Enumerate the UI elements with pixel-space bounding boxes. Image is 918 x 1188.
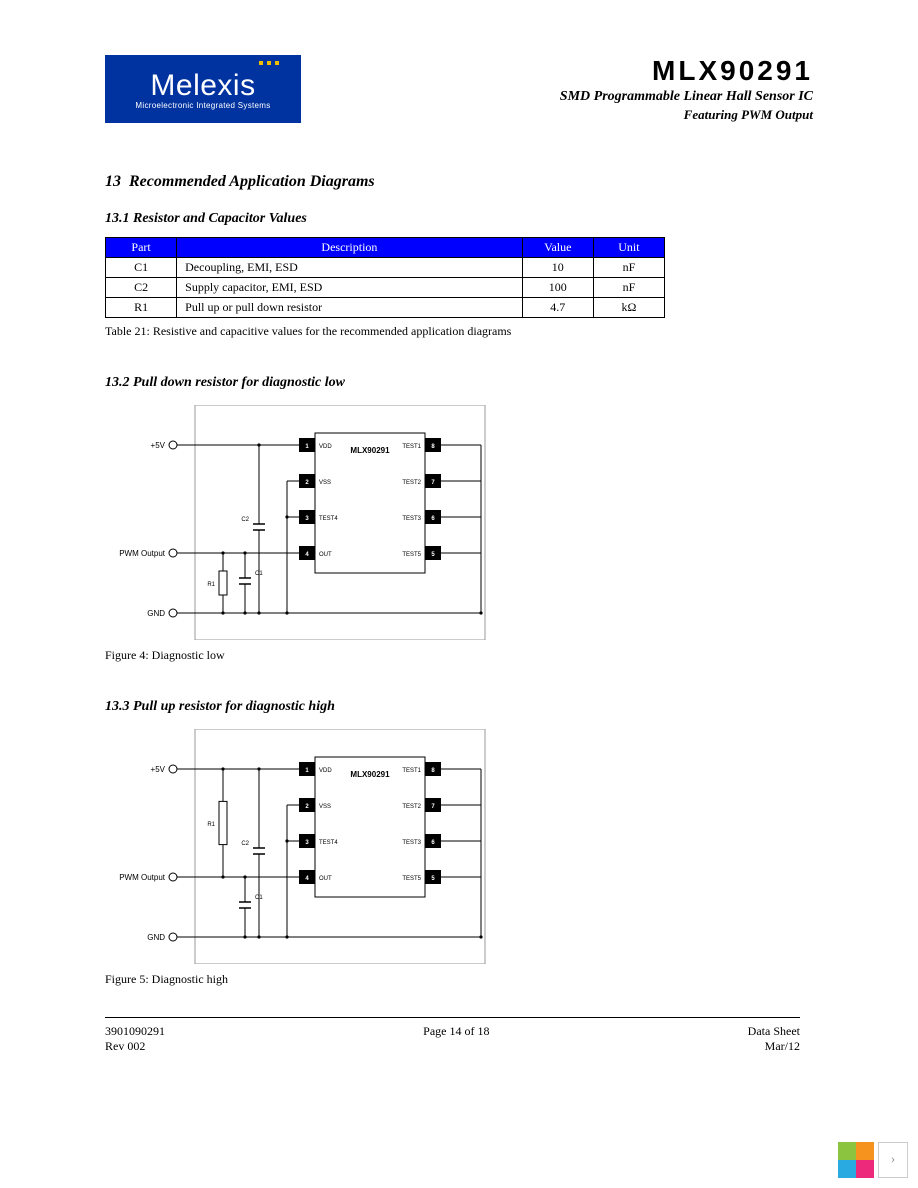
svg-text:C2: C2 (241, 841, 249, 847)
product-tagline-1: SMD Programmable Linear Hall Sensor IC (560, 89, 813, 105)
subsection-heading-13-3: 13.3 Pull up resistor for diagnostic hig… (105, 699, 813, 715)
svg-text:GND: GND (147, 933, 165, 942)
svg-text:TEST4: TEST4 (319, 840, 338, 846)
svg-text:MLX90291: MLX90291 (350, 446, 390, 455)
table-header-cell: Part (106, 238, 177, 258)
svg-text:OUT: OUT (319, 876, 332, 882)
footer-right: Data Sheet Mar/12 (748, 1024, 800, 1054)
table-row: C2Supply capacitor, EMI, ESD100nF (106, 278, 665, 298)
footer-rule (105, 1017, 800, 1018)
figure-4-diagram: MLX902911VDD2VSS3TEST44OUT8TEST17TEST26T… (105, 405, 813, 640)
page-nav-widget: › (838, 1142, 908, 1178)
table-cell: C1 (106, 258, 177, 278)
svg-text:R1: R1 (207, 582, 215, 588)
svg-text:PWM Output: PWM Output (119, 873, 166, 882)
table-header-cell: Value (522, 238, 593, 258)
table-row: C1Decoupling, EMI, ESD10nF (106, 258, 665, 278)
svg-text:TEST1: TEST1 (402, 768, 421, 774)
svg-text:VDD: VDD (319, 444, 332, 450)
table-cell: 4.7 (522, 298, 593, 318)
table-cell: nF (593, 278, 664, 298)
svg-text:TEST3: TEST3 (402, 516, 421, 522)
svg-text:TEST5: TEST5 (402, 876, 421, 882)
logo-subtitle: Microelectronic Integrated Systems (135, 101, 270, 110)
svg-text:TEST5: TEST5 (402, 552, 421, 558)
page-footer: 3901090291 Rev 002 Page 14 of 18 Data Sh… (105, 1024, 800, 1054)
subsection-heading-13-2: 13.2 Pull down resistor for diagnostic l… (105, 375, 813, 391)
table-cell: R1 (106, 298, 177, 318)
svg-text:VSS: VSS (319, 480, 331, 486)
figure-5-caption: Figure 5: Diagnostic high (105, 972, 813, 987)
svg-text:VSS: VSS (319, 804, 331, 810)
table-row: R1Pull up or pull down resistor4.7kΩ (106, 298, 665, 318)
svg-text:MLX90291: MLX90291 (350, 770, 390, 779)
svg-text:OUT: OUT (319, 552, 332, 558)
svg-text:C1: C1 (255, 571, 263, 577)
table-cell: C2 (106, 278, 177, 298)
figure-5-diagram: MLX902911VDD2VSS3TEST44OUT8TEST17TEST26T… (105, 729, 813, 964)
table-caption: Table 21: Resistive and capacitive value… (105, 324, 813, 339)
svg-text:VDD: VDD (319, 768, 332, 774)
table-cell: 10 (522, 258, 593, 278)
subsection-heading-13-1: 13.1 Resistor and Capacitor Values (105, 211, 813, 227)
footer-left: 3901090291 Rev 002 (105, 1024, 165, 1054)
svg-text:TEST4: TEST4 (319, 516, 338, 522)
company-logo: Melexis Microelectronic Integrated Syste… (105, 55, 301, 123)
svg-text:TEST2: TEST2 (402, 804, 421, 810)
nav-color-icon (838, 1142, 874, 1178)
product-tagline-2: Featuring PWM Output (560, 107, 813, 123)
table-cell: Supply capacitor, EMI, ESD (177, 278, 523, 298)
svg-text:TEST1: TEST1 (402, 444, 421, 450)
table-cell: nF (593, 258, 664, 278)
rc-values-table: PartDescriptionValueUnit C1Decoupling, E… (105, 237, 665, 318)
svg-text:GND: GND (147, 609, 165, 618)
svg-text:C2: C2 (241, 517, 249, 523)
svg-text:+5V: +5V (151, 441, 166, 450)
footer-center: Page 14 of 18 (423, 1024, 489, 1054)
part-number: MLX90291 (560, 55, 813, 87)
svg-text:R1: R1 (207, 822, 215, 828)
svg-text:C1: C1 (255, 895, 263, 901)
table-header-cell: Description (177, 238, 523, 258)
figure-4-caption: Figure 4: Diagnostic low (105, 648, 813, 663)
table-cell: 100 (522, 278, 593, 298)
table-cell: Pull up or pull down resistor (177, 298, 523, 318)
table-cell: Decoupling, EMI, ESD (177, 258, 523, 278)
section-heading: 13 Recommended Application Diagrams (105, 173, 813, 191)
table-header-cell: Unit (593, 238, 664, 258)
table-cell: kΩ (593, 298, 664, 318)
logo-text: Melexis (150, 69, 255, 103)
svg-text:TEST2: TEST2 (402, 480, 421, 486)
svg-text:+5V: +5V (151, 765, 166, 774)
page-header: Melexis Microelectronic Integrated Syste… (105, 55, 813, 145)
svg-text:PWM Output: PWM Output (119, 549, 166, 558)
next-page-button[interactable]: › (878, 1142, 908, 1178)
svg-text:TEST3: TEST3 (402, 840, 421, 846)
header-title-block: MLX90291 SMD Programmable Linear Hall Se… (560, 55, 813, 123)
